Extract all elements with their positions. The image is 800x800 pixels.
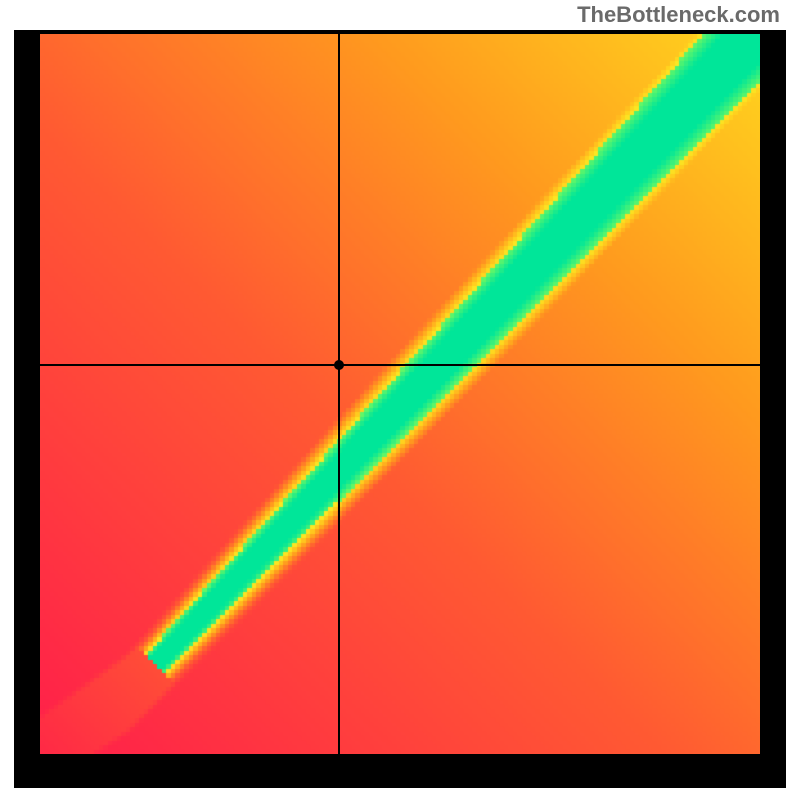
crosshair-horizontal bbox=[40, 364, 760, 366]
heatmap-canvas bbox=[40, 34, 760, 754]
watermark-text: TheBottleneck.com bbox=[577, 2, 780, 28]
crosshair-vertical bbox=[338, 34, 340, 754]
crosshair-marker-dot bbox=[334, 360, 344, 370]
chart-container: TheBottleneck.com bbox=[0, 0, 800, 800]
